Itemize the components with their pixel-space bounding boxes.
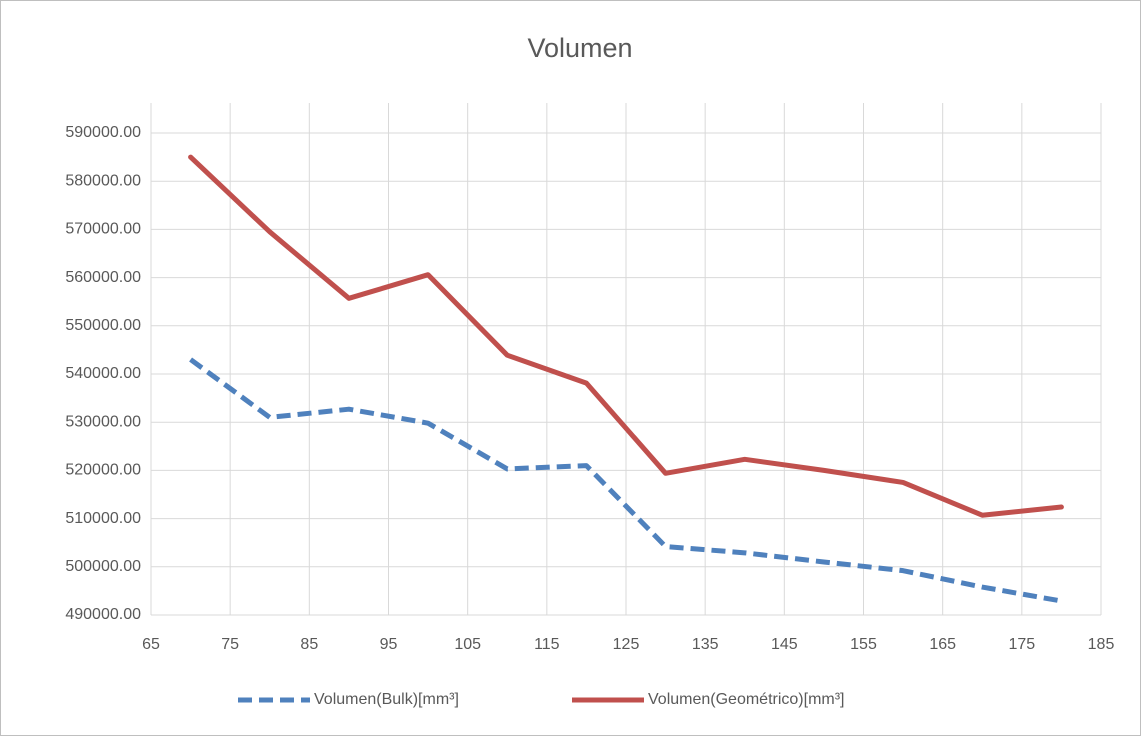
y-tick-label: 560000.00: [65, 269, 141, 286]
x-tick-label: 75: [221, 636, 239, 653]
x-tick-label: 155: [850, 636, 877, 653]
x-tick-label: 105: [454, 636, 481, 653]
y-tick-label: 540000.00: [65, 365, 141, 382]
x-tick-label: 135: [692, 636, 719, 653]
legend-label: Volumen(Bulk)[mm³]: [314, 691, 459, 708]
y-tick-label: 570000.00: [65, 221, 141, 238]
y-tick-label: 510000.00: [65, 510, 141, 527]
series-line: [189, 357, 1062, 604]
x-tick-label: 185: [1088, 636, 1115, 653]
y-tick-label: 520000.00: [65, 462, 141, 479]
chart-title: Volumen: [527, 33, 632, 63]
x-tick-label: 165: [929, 636, 956, 653]
y-tick-label: 490000.00: [65, 606, 141, 623]
x-tick-label: 145: [771, 636, 798, 653]
x-tick-label: 95: [380, 636, 398, 653]
x-tick-label: 175: [1008, 636, 1035, 653]
y-tick-label: 500000.00: [65, 558, 141, 575]
y-tick-label: 550000.00: [65, 317, 141, 334]
y-tick-label: 530000.00: [65, 413, 141, 430]
x-tick-label: 65: [142, 636, 160, 653]
x-tick-label: 125: [613, 636, 640, 653]
x-tick-label: 115: [534, 636, 560, 653]
y-tick-label: 590000.00: [65, 124, 141, 141]
x-tick-label: 85: [300, 636, 318, 653]
legend-label: Volumen(Geométrico)[mm³]: [648, 691, 845, 708]
series-line: [188, 154, 1064, 518]
y-tick-label: 580000.00: [65, 172, 141, 189]
